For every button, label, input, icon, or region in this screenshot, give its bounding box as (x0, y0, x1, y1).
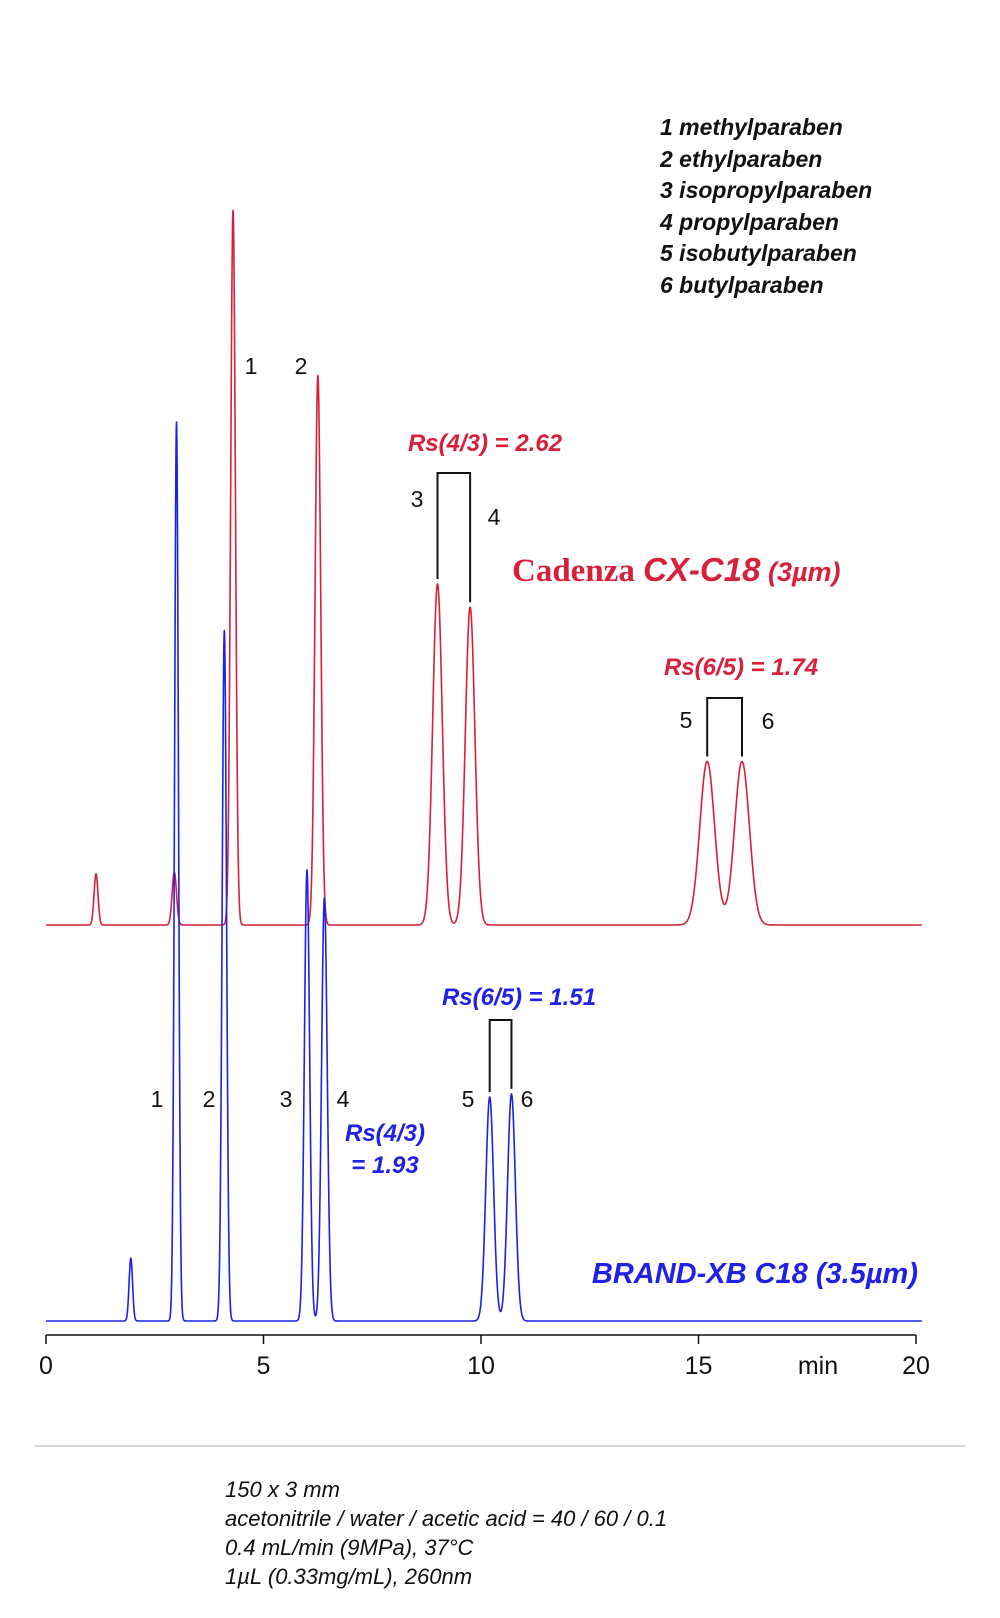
condition-injection: 1µL (0.33mg/mL), 260nm (225, 1564, 473, 1589)
legend-item: 1 methylparaben (660, 114, 843, 140)
peak-label: 3 (411, 486, 424, 512)
series-line-cadenza (45, 209, 923, 926)
resolution-label: = 1.93 (351, 1152, 419, 1179)
resolution-label: Rs(4/3) (345, 1120, 425, 1147)
legend-item: 3 isopropylparaben (660, 177, 873, 203)
series-name-part: Cadenza (512, 553, 643, 589)
legend-item: 4 propylparaben (660, 208, 839, 235)
peak-label: 5 (680, 707, 693, 733)
x-tick-label: 15 (685, 1352, 713, 1380)
peak-label: 6 (762, 708, 775, 734)
peak-label: 1 (245, 353, 258, 379)
peak-label: 6 (521, 1086, 534, 1112)
x-tick-label: 10 (467, 1352, 495, 1380)
chromatogram-traces (45, 209, 923, 1322)
resolution-label: Rs(6/5) = 1.74 (664, 654, 818, 681)
chart-annotations: 1 2 3 4 5 6 1 2 3 4 5 6 Rs(4/3) = 2.62 Rs(6/5) = 1.74… (151, 353, 918, 1290)
peak-label: 2 (203, 1086, 216, 1112)
condition-mobile-phase: acetonitrile / water / acetic acid = 40 … (225, 1506, 668, 1531)
x-tick-label: 5 (257, 1352, 271, 1380)
series-name-brand: BRAND-XB C18 (3.5µm) (592, 1258, 918, 1290)
legend-item: 6 butylparaben (660, 271, 824, 298)
condition-column: 150 x 3 mm (225, 1477, 340, 1502)
series-name-part: CX-C18 (643, 551, 761, 588)
resolution-bracket (436, 472, 472, 603)
peak-label: 4 (337, 1086, 350, 1112)
peak-label: 4 (488, 504, 501, 530)
peak-label: 2 (295, 353, 308, 379)
x-tick-label: 20 (902, 1352, 930, 1380)
x-tick-label: 0 (39, 1352, 53, 1380)
series-name-part: (3µm) (760, 557, 840, 587)
x-axis-label: min (798, 1352, 838, 1380)
x-axis: 0 5 10 15 20 min (39, 1334, 930, 1380)
peak-label: 1 (151, 1086, 164, 1112)
series-line-brand (45, 421, 923, 1322)
peak-label: 5 (462, 1086, 475, 1112)
condition-flow: 0.4 mL/min (9MPa), 37°C (225, 1535, 474, 1560)
compound-legend: 1 methylparaben 2 ethylparaben 3 isoprop… (660, 112, 872, 301)
legend-item: 5 isobutylparaben (660, 240, 857, 266)
resolution-label: Rs(6/5) = 1.51 (442, 984, 596, 1011)
resolution-bracket (706, 697, 743, 757)
series-name-cadenza: Cadenza CX-C18 (3µm) (512, 551, 841, 589)
method-conditions: 150 x 3 mm acetonitrile / water / acetic… (225, 1475, 667, 1591)
resolution-bracket (488, 1019, 513, 1093)
legend-item: 2 ethylparaben (660, 145, 823, 172)
resolution-label: Rs(4/3) = 2.62 (408, 430, 563, 457)
peak-label: 3 (280, 1086, 293, 1112)
